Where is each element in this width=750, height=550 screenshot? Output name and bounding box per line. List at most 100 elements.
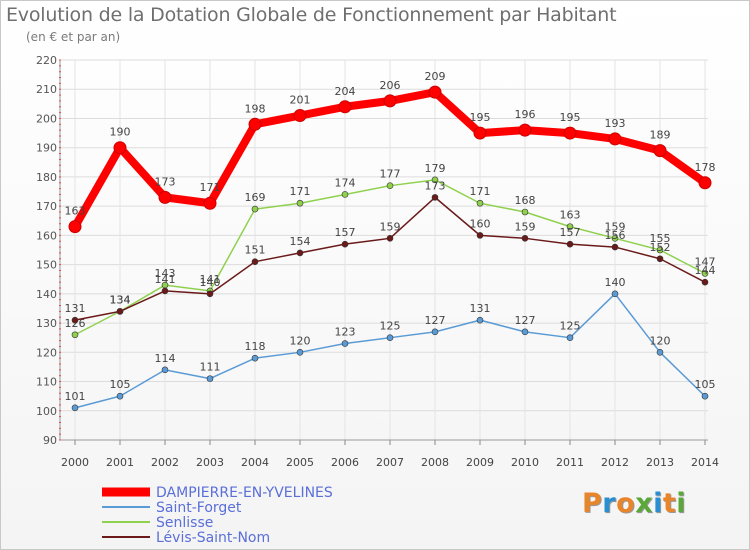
data-point: [251, 205, 259, 213]
data-point: [698, 176, 712, 190]
x-tick-label: 2010: [511, 456, 539, 469]
data-point: [296, 349, 304, 356]
x-tick-label: 2000: [61, 456, 89, 469]
data-point: [251, 354, 259, 362]
data-point: [608, 132, 622, 146]
logo-letter: x: [635, 488, 654, 519]
y-tick-label: 190: [36, 142, 57, 155]
data-point: [521, 328, 529, 336]
data-label: 111: [200, 361, 221, 374]
data-point: [386, 334, 394, 341]
data-label: 105: [695, 378, 716, 391]
data-label: 195: [560, 111, 581, 124]
data-point: [566, 334, 574, 341]
data-label: 171: [200, 181, 221, 194]
data-label: 174: [335, 176, 356, 189]
data-point: [71, 316, 79, 324]
data-label: 169: [245, 191, 266, 204]
data-label: 123: [335, 326, 356, 339]
data-point: [701, 278, 709, 286]
data-label: 141: [155, 273, 176, 286]
data-point: [71, 331, 79, 339]
data-label: 159: [515, 220, 536, 233]
data-label: 193: [605, 117, 626, 130]
x-tick-label: 2001: [106, 456, 134, 469]
data-label: 157: [335, 226, 356, 239]
data-label: 151: [245, 244, 266, 257]
y-tick-label: 160: [36, 229, 57, 242]
data-label: 143: [155, 267, 176, 280]
logo-letter: i: [653, 488, 663, 519]
data-point: [341, 240, 349, 248]
data-point: [431, 194, 439, 201]
data-label: 179: [425, 162, 446, 175]
data-label: 173: [425, 179, 446, 192]
legend-label: DAMPIERRE-EN-YVELINES: [156, 485, 333, 501]
data-point: [296, 199, 304, 207]
data-label: 160: [470, 217, 491, 230]
x-tick-label: 2005: [286, 456, 314, 469]
data-point: [161, 366, 169, 374]
data-label: 204: [335, 85, 356, 98]
x-tick-label: 2008: [421, 456, 449, 469]
x-tick-label: 2007: [376, 456, 404, 469]
chart-title: Evolution de la Dotation Globale de Fonc…: [6, 4, 617, 26]
data-label: 127: [515, 314, 536, 327]
logo-letter: i: [676, 488, 687, 519]
legend: DAMPIERRE-EN-YVELINESSaint-ForgetSenliss…: [102, 485, 333, 546]
x-tick-label: 2013: [646, 456, 674, 469]
logo-letter: P: [582, 488, 603, 519]
x-tick-label: 2003: [196, 456, 224, 469]
data-point: [701, 392, 709, 400]
data-label: 196: [515, 108, 536, 121]
data-label: 168: [515, 194, 536, 207]
y-tick-label: 100: [36, 405, 57, 418]
data-point: [161, 287, 169, 295]
data-label: 163: [65, 205, 86, 218]
data-point: [518, 123, 532, 137]
logo-letter: r: [602, 488, 617, 519]
data-point: [701, 270, 709, 277]
axes: 90 100 110 120 130 140 150 160 170 180 190 200 210 22…: [36, 54, 719, 469]
data-label: 118: [245, 340, 266, 353]
data-point: [338, 100, 352, 114]
proxiti-logo: Proxiti: [582, 488, 686, 519]
data-label: 198: [245, 102, 266, 115]
data-label: 206: [380, 79, 401, 92]
data-point: [611, 290, 619, 298]
grid: [60, 59, 708, 441]
data-label: 131: [470, 302, 491, 315]
x-tick-label: 2009: [466, 456, 494, 469]
data-label: 134: [110, 293, 131, 306]
data-label: 163: [560, 209, 581, 222]
data-label: 173: [155, 175, 176, 188]
y-tick-label: 140: [36, 288, 57, 301]
data-point: [656, 255, 664, 263]
data-point: [296, 249, 304, 257]
data-point: [431, 176, 439, 184]
data-label: 157: [560, 226, 581, 239]
data-label: 190: [110, 126, 131, 139]
legend-label: Lévis-Saint-Nom: [156, 530, 270, 546]
logo-letter: t: [662, 488, 677, 519]
y-tick-label: 210: [36, 83, 57, 96]
data-label: 141: [200, 273, 221, 286]
y-tick-label: 120: [36, 346, 57, 359]
data-point: [431, 328, 439, 336]
data-point: [656, 349, 664, 356]
data-point: [428, 85, 442, 99]
y-tick-label: 220: [36, 54, 57, 67]
data-label: 140: [200, 276, 221, 289]
data-label: 120: [650, 334, 671, 347]
data-point: [158, 190, 172, 204]
data-point: [653, 144, 667, 158]
logo-letter: o: [616, 488, 636, 519]
data-label: 125: [380, 320, 401, 333]
data-point: [563, 126, 577, 140]
data-point: [206, 375, 214, 382]
data-label: 171: [470, 185, 491, 198]
